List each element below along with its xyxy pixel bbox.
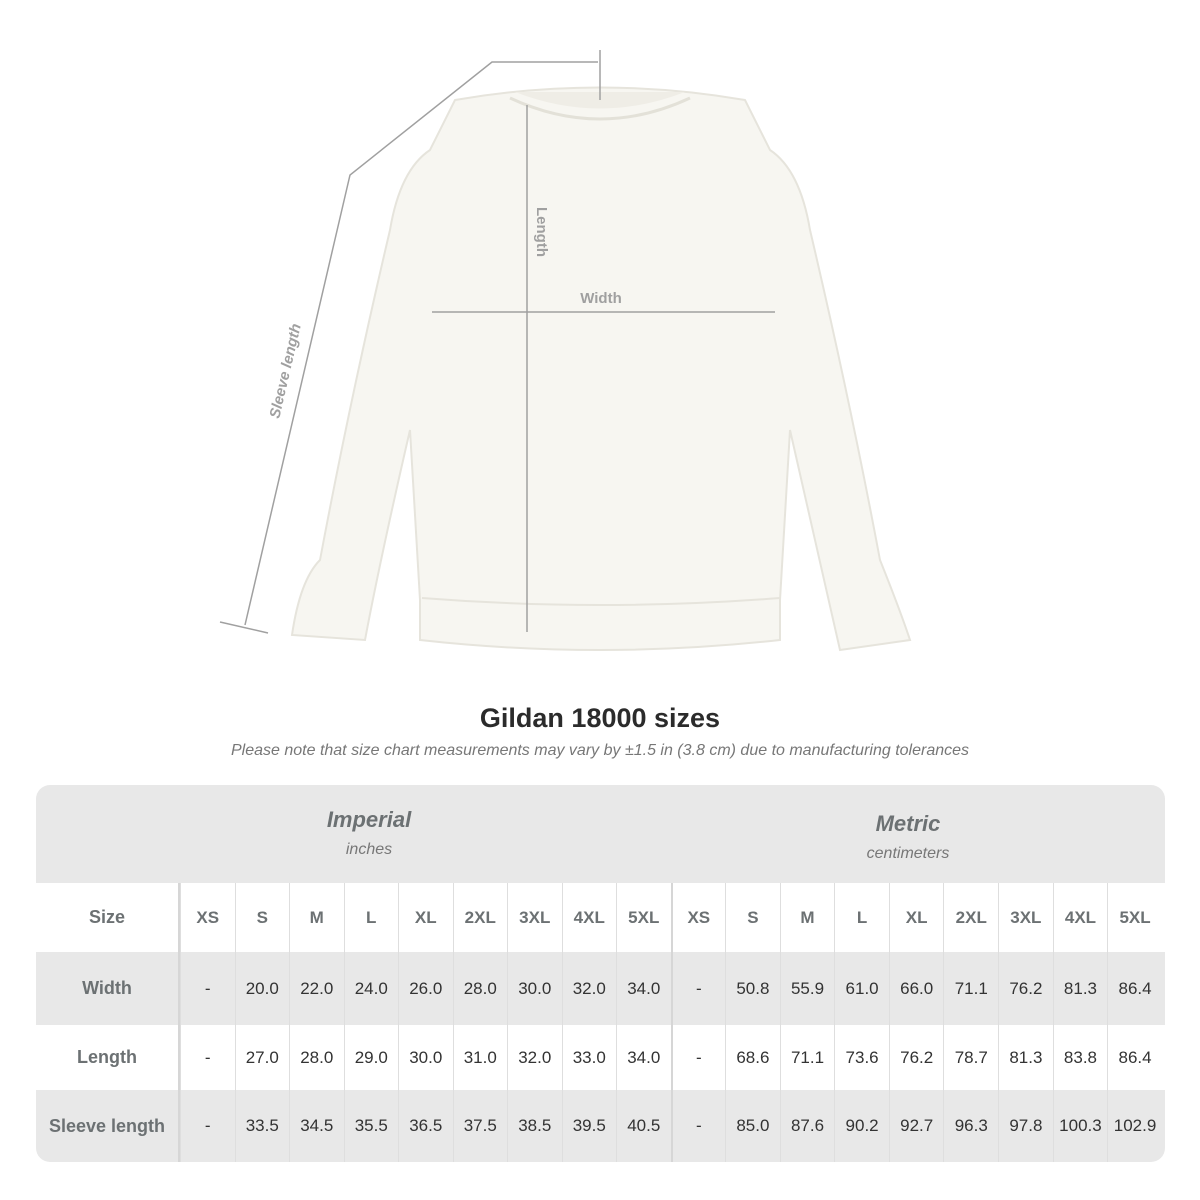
imperial-value-cell: - — [180, 952, 235, 1025]
row-label: Sleeve length — [36, 1090, 180, 1162]
imperial-value-cell: 29.0 — [343, 1025, 399, 1090]
imperial-value-cell: - — [180, 1090, 235, 1162]
size-header-cell: 5XL — [616, 883, 671, 952]
metric-value-cell: 81.3 — [1052, 952, 1108, 1025]
tolerance-note: Please note that size chart measurements… — [230, 742, 970, 759]
metric-value-cell: - — [670, 952, 726, 1025]
metric-header: Metric centimeters — [758, 811, 1058, 863]
metric-value-cell: 66.0 — [888, 952, 944, 1025]
table-row: Sleeve length -33.5 34.5 35.5 36.5 37.5 38.5 39… — [36, 1090, 1165, 1162]
imperial-value-cell: 32.0 — [507, 1025, 562, 1090]
imperial-value-cell: 30.0 — [507, 952, 562, 1025]
metric-value-cell: 86.4 — [1107, 952, 1162, 1025]
imperial-value-cell: 24.0 — [343, 952, 399, 1025]
size-header-cell: 3XL — [507, 883, 562, 952]
imperial-value-cell: 34.0 — [616, 952, 671, 1025]
metric-value-cell: 76.2 — [888, 1025, 944, 1090]
metric-value-cell: 71.1 — [943, 952, 998, 1025]
size-header-cell: 2XL — [452, 883, 508, 952]
size-header-cell: XL — [398, 883, 453, 952]
unit-header: Imperial inches Metric centimeters — [36, 785, 1165, 883]
imperial-value-cell: 40.5 — [616, 1090, 671, 1162]
size-header-cell: XS — [180, 883, 235, 952]
metric-value-cell: 100.3 — [1052, 1090, 1108, 1162]
imperial-value-cell: 30.0 — [398, 1025, 453, 1090]
metric-value-cell: 87.6 — [779, 1090, 835, 1162]
imperial-value-cell: 26.0 — [398, 952, 453, 1025]
imperial-value-cell: 39.5 — [561, 1090, 617, 1162]
imperial-value-cell: 32.0 — [561, 952, 617, 1025]
imperial-unit: inches — [345, 841, 393, 858]
size-header-cell: 3XL — [998, 883, 1053, 952]
metric-value-cell: 61.0 — [834, 952, 889, 1025]
metric-value-cell: 68.6 — [725, 1025, 780, 1090]
metric-value-cell: 71.1 — [779, 1025, 835, 1090]
size-header-cell: 4XL — [561, 883, 617, 952]
size-header-cell: S — [725, 883, 780, 952]
metric-value-cell: 83.8 — [1052, 1025, 1108, 1090]
imperial-value-cell: 22.0 — [289, 952, 344, 1025]
imperial-value-cell: 27.0 — [234, 1025, 290, 1090]
imperial-value-cell: 33.5 — [234, 1090, 290, 1162]
sweatshirt-illustration: Length Width Sleeve length — [219, 50, 912, 652]
imperial-value-cell: 31.0 — [452, 1025, 508, 1090]
sweatshirt-image — [290, 86, 912, 652]
size-header-cell: 4XL — [1052, 883, 1108, 952]
row-label: Length — [36, 1025, 180, 1090]
size-header-cell: M — [289, 883, 344, 952]
metric-value-cell: 92.7 — [888, 1090, 944, 1162]
size-header-cell: M — [779, 883, 835, 952]
sleeve-tick-bottom — [219, 621, 269, 634]
imperial-title: Imperial — [326, 807, 412, 832]
metric-value-cell: 90.2 — [834, 1090, 889, 1162]
metric-value-cell: - — [670, 1090, 726, 1162]
size-table: Imperial inches Metric centimeters Size X… — [36, 785, 1165, 1162]
metric-title: Metric — [875, 811, 941, 836]
metric-value-cell: 50.8 — [725, 952, 780, 1025]
metric-value-cell: 78.7 — [943, 1025, 998, 1090]
row-label: Width — [36, 952, 180, 1025]
size-header-cell: S — [234, 883, 290, 952]
size-header-cell: 2XL — [943, 883, 998, 952]
sleeve-length-line — [244, 61, 598, 626]
imperial-header: Imperial inches — [219, 807, 519, 859]
imperial-value-cell: 36.5 — [398, 1090, 453, 1162]
size-header-cell: 5XL — [1107, 883, 1162, 952]
metric-value-cell: 73.6 — [834, 1025, 889, 1090]
metric-value-cell: 81.3 — [998, 1025, 1053, 1090]
imperial-value-cell: 20.0 — [234, 952, 290, 1025]
imperial-value-cell: 38.5 — [507, 1090, 562, 1162]
imperial-value-cell: 34.0 — [616, 1025, 671, 1090]
row-label: Size — [36, 883, 180, 952]
size-header-row: Size XS S M L XL 2XL 3XL 4XL 5XL XS S M L XL 2XL 3XL 4XL 5… — [36, 883, 1165, 952]
metric-value-cell: 96.3 — [943, 1090, 998, 1162]
metric-value-cell: - — [670, 1025, 726, 1090]
size-header-cell: XL — [888, 883, 944, 952]
length-label: Length — [533, 207, 550, 257]
width-label: Width — [580, 290, 622, 307]
metric-value-cell: 76.2 — [998, 952, 1053, 1025]
size-header-cell: L — [834, 883, 889, 952]
metric-value-cell: 102.9 — [1107, 1090, 1162, 1162]
metric-value-cell: 86.4 — [1107, 1025, 1162, 1090]
imperial-value-cell: - — [180, 1025, 235, 1090]
imperial-value-cell: 35.5 — [343, 1090, 399, 1162]
metric-value-cell: 85.0 — [725, 1090, 780, 1162]
metric-unit: centimeters — [866, 845, 950, 862]
table-row: Length -27.0 28.0 29.0 30.0 31.0 32.0 33.0 34.0-… — [36, 1025, 1165, 1090]
imperial-value-cell: 28.0 — [452, 952, 508, 1025]
size-header-cell: L — [343, 883, 399, 952]
metric-value-cell: 97.8 — [998, 1090, 1053, 1162]
imperial-value-cell: 28.0 — [289, 1025, 344, 1090]
imperial-value-cell: 33.0 — [561, 1025, 617, 1090]
page-title: Gildan 18000 sizes — [479, 703, 721, 733]
metric-value-cell: 55.9 — [779, 952, 835, 1025]
size-header-cell: XS — [670, 883, 726, 952]
sleeve-length-label: Sleeve length — [266, 322, 304, 420]
imperial-value-cell: 34.5 — [289, 1090, 344, 1162]
table-row: Width -20.0 22.0 24.0 26.0 28.0 30.0 32.0 34.0-5… — [36, 952, 1165, 1025]
imperial-value-cell: 37.5 — [452, 1090, 508, 1162]
